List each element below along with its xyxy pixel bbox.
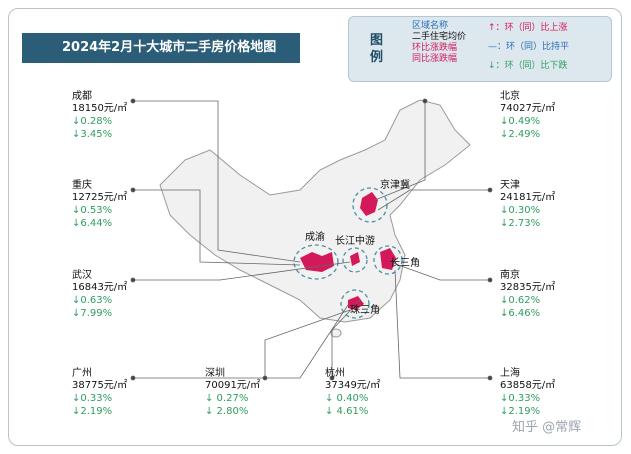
patch: [360, 192, 378, 216]
legend-symbol: —：环（同）比持平: [488, 42, 570, 52]
region-circle: [352, 187, 388, 223]
legend-item: 环比涨跌幅: [412, 43, 458, 53]
city-name: 天津: [500, 180, 520, 191]
leader-line: [133, 304, 349, 379]
city-price: 37349元/㎡: [325, 380, 381, 391]
leader-dot: [487, 375, 493, 381]
leader-dot: [487, 277, 493, 283]
leader-line: [374, 101, 426, 201]
patch: [350, 252, 360, 266]
city-yoy: ↓2.49%: [500, 129, 541, 140]
region-label: 成渝: [305, 232, 325, 243]
city-name: 武汉: [72, 270, 92, 281]
city-name: 南京: [500, 270, 520, 281]
leader-dot: [130, 375, 136, 381]
city-price: 24181元/㎡: [500, 192, 556, 203]
region-circle: [293, 244, 339, 280]
legend-item: 区域名称: [412, 21, 449, 31]
city-mom: ↓0.53%: [72, 205, 113, 216]
legend-item: 同比涨跌幅: [412, 54, 458, 64]
city-yoy: ↓ 2.80%: [205, 406, 249, 417]
city-price: 32835元/㎡: [500, 282, 556, 293]
leader-line: [389, 261, 490, 281]
city-yoy: ↓3.45%: [72, 129, 113, 140]
city-price: 38775元/㎡: [72, 380, 128, 391]
leader-dot: [329, 375, 335, 381]
legend-symbol: ↓：环（同）比下跌: [488, 61, 568, 71]
leader-dot: [130, 187, 136, 193]
leader-line: [133, 189, 301, 266]
region-patches: [300, 192, 396, 310]
leader-line: [377, 189, 490, 211]
leader-line: [331, 299, 361, 378]
china-outline: [159, 99, 471, 323]
city-mom: ↓0.28%: [72, 116, 113, 127]
leader-dot: [422, 98, 428, 104]
leader-lines: [130, 98, 493, 381]
city-name: 广州: [72, 368, 92, 379]
city-name: 成都: [72, 91, 92, 102]
city-mom: ↓0.62%: [500, 295, 541, 306]
city-mom: ↓0.33%: [500, 393, 541, 404]
city-mom: ↓0.30%: [500, 205, 541, 216]
city-yoy: ↓ 4.61%: [325, 406, 369, 417]
city-mom: ↓ 0.40%: [325, 393, 369, 404]
region-circle: [340, 289, 370, 319]
leader-dot: [487, 187, 493, 193]
title-banner: [22, 33, 300, 63]
city-price: 12725元/㎡: [72, 192, 128, 203]
city-yoy: ↓2.19%: [72, 406, 113, 417]
patch: [380, 248, 396, 270]
watermark: 知乎 @常辉: [512, 420, 582, 435]
city-price: 70091元/㎡: [205, 380, 261, 391]
city-mom: ↓0.49%: [500, 116, 541, 127]
city-name: 上海: [500, 368, 520, 379]
city-name: 杭州: [325, 368, 345, 379]
city-yoy: ↓7.99%: [72, 308, 113, 319]
patch: [300, 252, 334, 272]
city-name: 重庆: [72, 180, 92, 191]
leader-line: [394, 269, 490, 379]
city-price: 18150元/㎡: [72, 103, 128, 114]
city-mom: ↓0.63%: [72, 295, 113, 306]
region-label: 京津冀: [380, 180, 410, 191]
city-price: 74027元/㎡: [500, 103, 556, 114]
city-name: 北京: [500, 91, 520, 102]
region-label: 珠三角: [350, 305, 380, 316]
city-yoy: ↓6.44%: [72, 218, 113, 229]
legend-title: 图例: [370, 33, 384, 65]
region-circle: [373, 245, 403, 275]
city-price: 63858元/㎡: [500, 380, 556, 391]
region-label: 长三角: [390, 258, 420, 269]
city-mom: ↓0.33%: [72, 393, 113, 404]
leader-line: [264, 309, 351, 378]
title: 2024年2月十大城市二手房价格地图: [62, 40, 277, 55]
leader-line: [133, 261, 351, 281]
legend-symbol: ↑：环（同）比上涨: [488, 23, 568, 33]
legend-item: 二手住宅均价: [412, 32, 467, 42]
leader-dot: [130, 277, 136, 283]
leader-dot: [130, 98, 136, 104]
region-label: 长江中游: [335, 236, 375, 247]
patch: [348, 296, 364, 310]
leader-line: [133, 100, 301, 263]
legend-box: [348, 16, 612, 82]
region-circle: [342, 247, 368, 273]
city-yoy: ↓6.46%: [500, 308, 541, 319]
city-mom: ↓ 0.27%: [205, 393, 249, 404]
leader-dot: [262, 375, 268, 381]
hainan: [330, 328, 342, 338]
city-yoy: ↓2.19%: [500, 406, 541, 417]
region-circles: [293, 187, 403, 319]
city-yoy: ↓2.73%: [500, 218, 541, 229]
city-name: 深圳: [205, 368, 225, 379]
city-price: 16843元/㎡: [72, 282, 128, 293]
